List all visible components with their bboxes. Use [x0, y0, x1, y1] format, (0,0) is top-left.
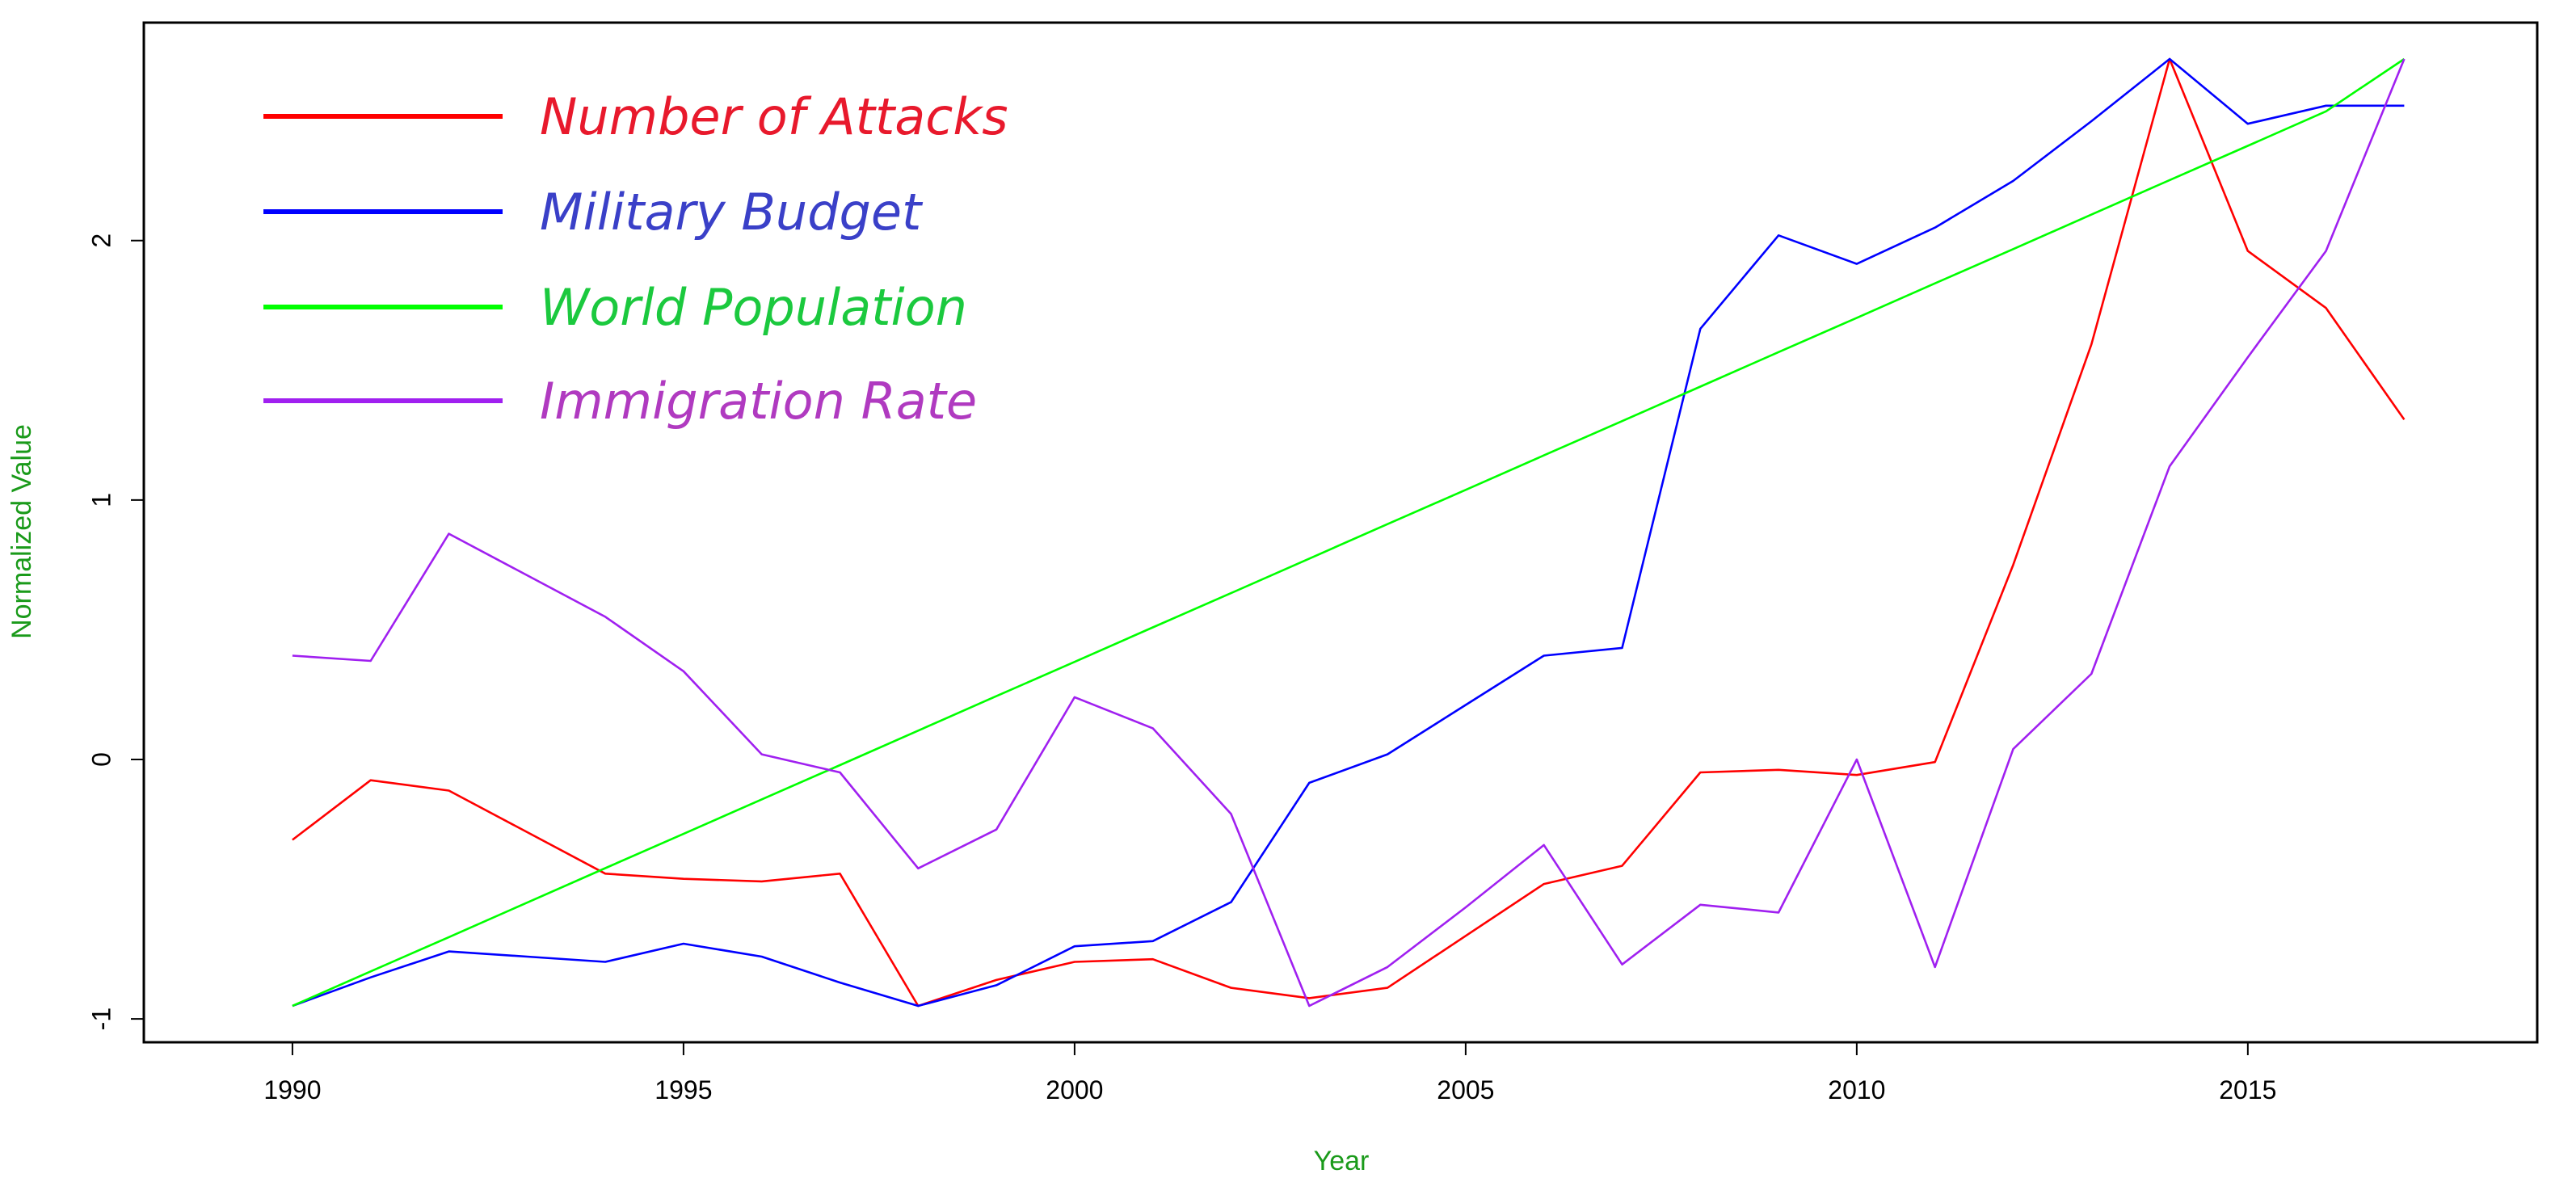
plot-frame [142, 21, 2539, 1044]
legend: Number of Attacks Military Budget World Po… [263, 87, 1008, 431]
x-axis: 1990 1995 2000 2005 2010 2015 [263, 1042, 2276, 1104]
legend-label-world-population: World Population [540, 278, 967, 337]
legend-label-number-of-attacks: Number of Attacks [540, 87, 1008, 146]
series-layer [292, 57, 2406, 1008]
series-line-military-budget [292, 57, 2405, 1008]
legend-label-military-budget: Military Budget [540, 183, 924, 242]
x-tick-label: 1990 [263, 1075, 321, 1104]
y-tick-label: 1 [86, 493, 116, 507]
x-tick-label: 2015 [2219, 1075, 2276, 1104]
x-tick-label: 2010 [1828, 1075, 1885, 1104]
series-line-number-of-attacks [292, 57, 2406, 1008]
series-line-world-population [292, 57, 2406, 1008]
legend-label-immigration-rate: Immigration Rate [540, 372, 977, 431]
y-axis: -1 0 1 2 [86, 233, 144, 1030]
x-tick-label: 1995 [655, 1075, 712, 1104]
x-tick-label: 2005 [1437, 1075, 1494, 1104]
y-axis-title: Normalized Value [6, 424, 37, 639]
y-tick-label: 2 [86, 233, 116, 248]
y-tick-label: -1 [86, 1008, 116, 1030]
x-axis-title: Year [1314, 1146, 1370, 1176]
y-tick-label: 0 [86, 752, 116, 767]
x-tick-label: 2000 [1046, 1075, 1103, 1104]
series-line-immigration-rate [292, 58, 2406, 1008]
